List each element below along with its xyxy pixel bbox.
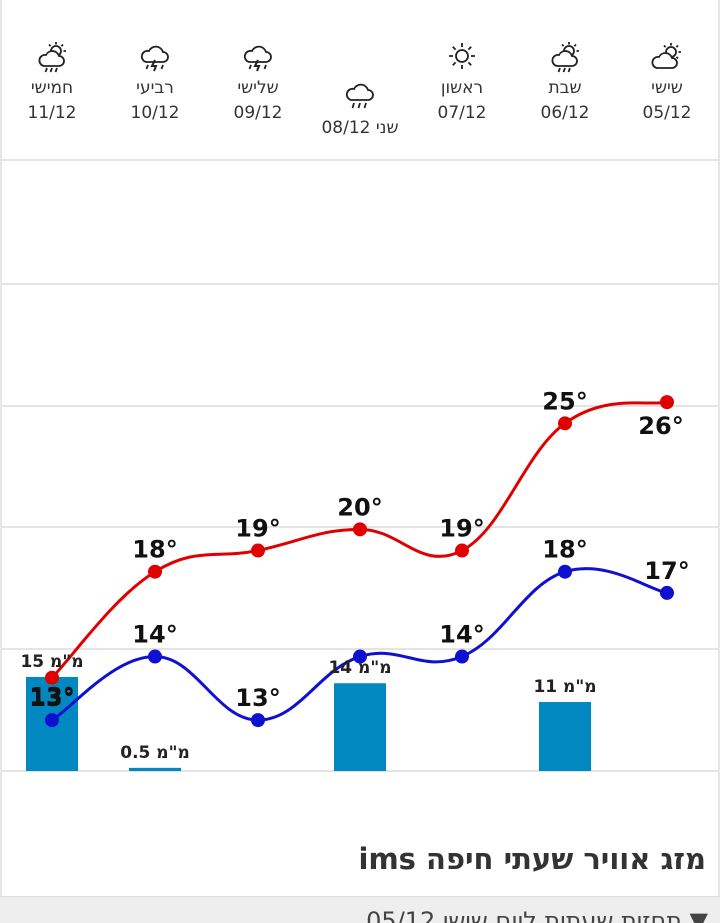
high-temp-label: 25° <box>542 387 587 415</box>
day-column[interactable]: רביעי 10/12 <box>105 40 205 125</box>
hourly-forecast-toggle[interactable]: ▼ תחזית שעתית ליום שישי 05/12 <box>0 896 720 923</box>
low-temp-label: 14° <box>439 621 484 649</box>
rain-sun-icon <box>515 40 615 76</box>
low-temp-point <box>455 649 469 664</box>
day-date: 06/12 <box>540 103 590 123</box>
precipitation-label: 0.5 מ"מ <box>120 743 190 763</box>
day-name: שלישי <box>237 78 279 98</box>
section-title: מזג אוויר שעתי חיפה ims <box>358 842 707 876</box>
day-column[interactable]: חמישי 11/12 <box>2 40 102 125</box>
precipitation-label: 14 מ"מ <box>328 658 391 678</box>
high-temp-label: 18° <box>132 536 177 564</box>
sun-icon <box>412 40 512 76</box>
low-temp-label: 18° <box>542 536 587 564</box>
day-name: שבת <box>548 78 582 98</box>
precipitation-bar <box>334 683 386 771</box>
high-temp-label: 26° <box>638 412 683 440</box>
high-temp-point <box>455 543 469 558</box>
low-temp-point <box>148 649 162 664</box>
high-temp-point <box>558 416 572 431</box>
forecast-chart: 15 מ"מ 0.5 מ"מ 14 מ"מ 11 מ"מ 13° 18° 19° 20° 19°… <box>2 159 718 772</box>
low-temp-point <box>558 564 572 579</box>
day-column[interactable]: שבת 06/12 <box>515 40 615 125</box>
high-temp-label: 19° <box>439 515 484 543</box>
rain-sun-icon <box>2 40 102 76</box>
partly-cloudy-icon <box>617 40 717 76</box>
hourly-forecast-label: ▼ תחזית שעתית ליום שישי 05/12 <box>366 907 708 923</box>
day-column[interactable]: שלישי 09/12 <box>208 40 308 125</box>
day-date: 05/12 <box>642 103 692 123</box>
low-temp-point <box>353 649 367 664</box>
day-name: שישי <box>651 78 683 98</box>
day-name: ראשון <box>440 78 484 98</box>
precipitation-bar <box>539 702 591 771</box>
frame-left-border <box>0 0 2 922</box>
high-temp-label: 20° <box>337 493 382 521</box>
rain-icon <box>310 80 410 116</box>
low-temp-point <box>660 585 674 600</box>
precipitation-label: 15 מ"מ <box>20 652 83 672</box>
thunderstorm-icon <box>208 40 308 76</box>
low-temp-label: 13° <box>235 684 280 712</box>
thunderstorm-icon <box>105 40 205 76</box>
day-date: 09/12 <box>233 103 283 123</box>
day-column[interactable]: ראשון 07/12 <box>412 40 512 125</box>
day-column[interactable]: שני 08/12 <box>310 42 410 140</box>
low-temp-point <box>45 713 59 728</box>
low-temp-label: 14° <box>132 621 177 649</box>
day-name: חמישי <box>30 78 74 98</box>
day-date: 10/12 <box>130 103 180 123</box>
high-temp-point <box>660 395 674 410</box>
high-temp-point <box>45 670 59 685</box>
day-name: רביעי <box>136 78 174 98</box>
day-date: 11/12 <box>27 103 77 123</box>
high-temp-point <box>251 543 265 558</box>
precipitation-bar <box>129 767 181 771</box>
high-temp-point <box>353 522 367 537</box>
high-temp-label: 13° <box>29 683 74 711</box>
low-temp-label: 17° <box>644 557 689 585</box>
high-temp-point <box>148 564 162 579</box>
day-label: שני 08/12 <box>321 118 399 138</box>
day-column[interactable]: שישי 05/12 <box>617 40 717 125</box>
low-temp-point <box>251 713 265 728</box>
frame-right-border <box>718 0 720 922</box>
day-date: 07/12 <box>437 103 487 123</box>
low-temp-label: 13° <box>29 684 74 712</box>
precipitation-label: 11 מ"מ <box>533 677 596 697</box>
high-temp-label: 19° <box>235 515 280 543</box>
